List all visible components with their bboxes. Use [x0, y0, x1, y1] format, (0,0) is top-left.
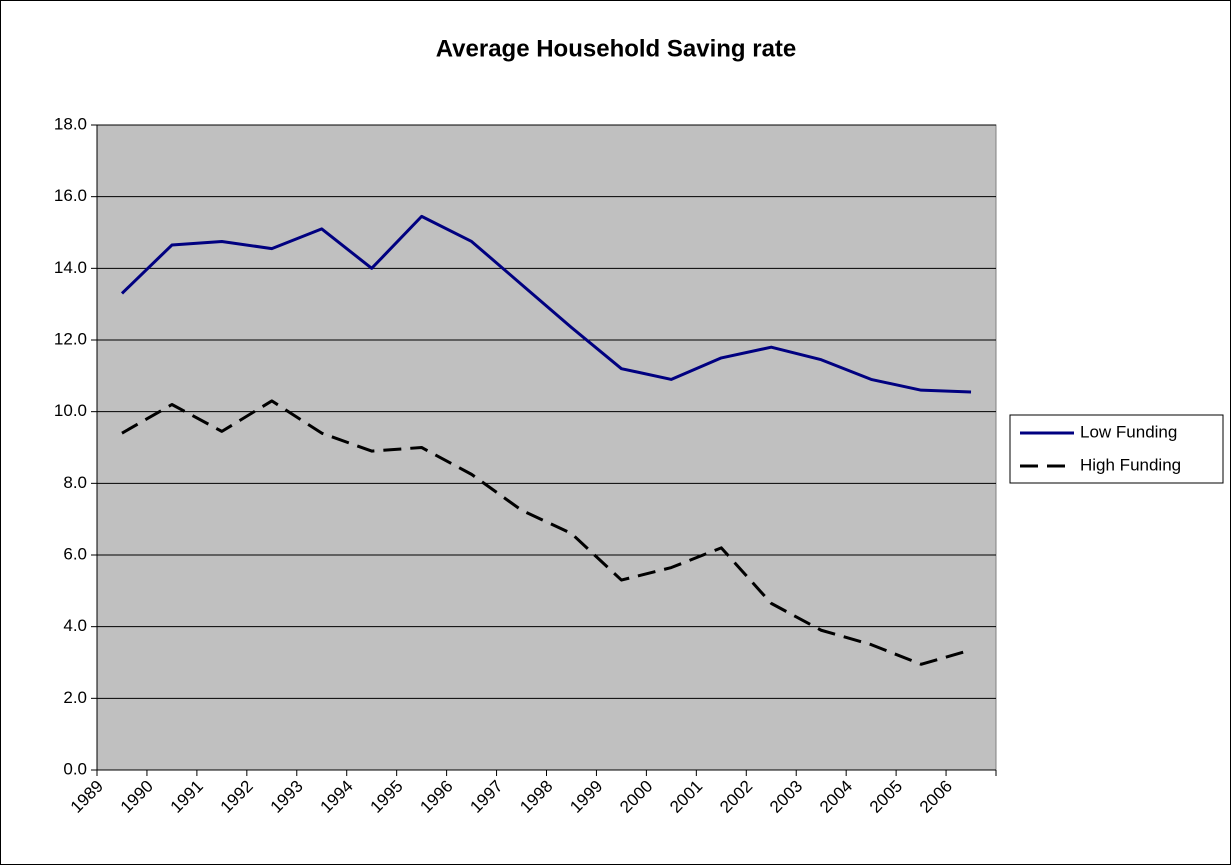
plot-area [96, 124, 997, 771]
y-tick-label: 16.0 [54, 186, 87, 205]
y-tick-label: 4.0 [63, 616, 87, 635]
series-line [121, 399, 972, 666]
y-tick-label: 6.0 [63, 544, 87, 563]
y-tick-label: 10.0 [54, 401, 87, 420]
series-line [120, 214, 972, 394]
chart-title: Average Household Saving rate [436, 35, 797, 62]
y-tick-label: 0.0 [63, 759, 87, 778]
y-tick-label: 2.0 [63, 688, 87, 707]
legend-label: Low Funding [1080, 422, 1177, 441]
legend [1009, 414, 1224, 484]
y-tick-label: 14.0 [54, 258, 87, 277]
y-tick-label: 12.0 [54, 329, 87, 348]
y-tick-label: 8.0 [63, 473, 87, 492]
y-tick-label: 18.0 [54, 114, 87, 133]
legend-label: High Funding [1080, 455, 1181, 474]
